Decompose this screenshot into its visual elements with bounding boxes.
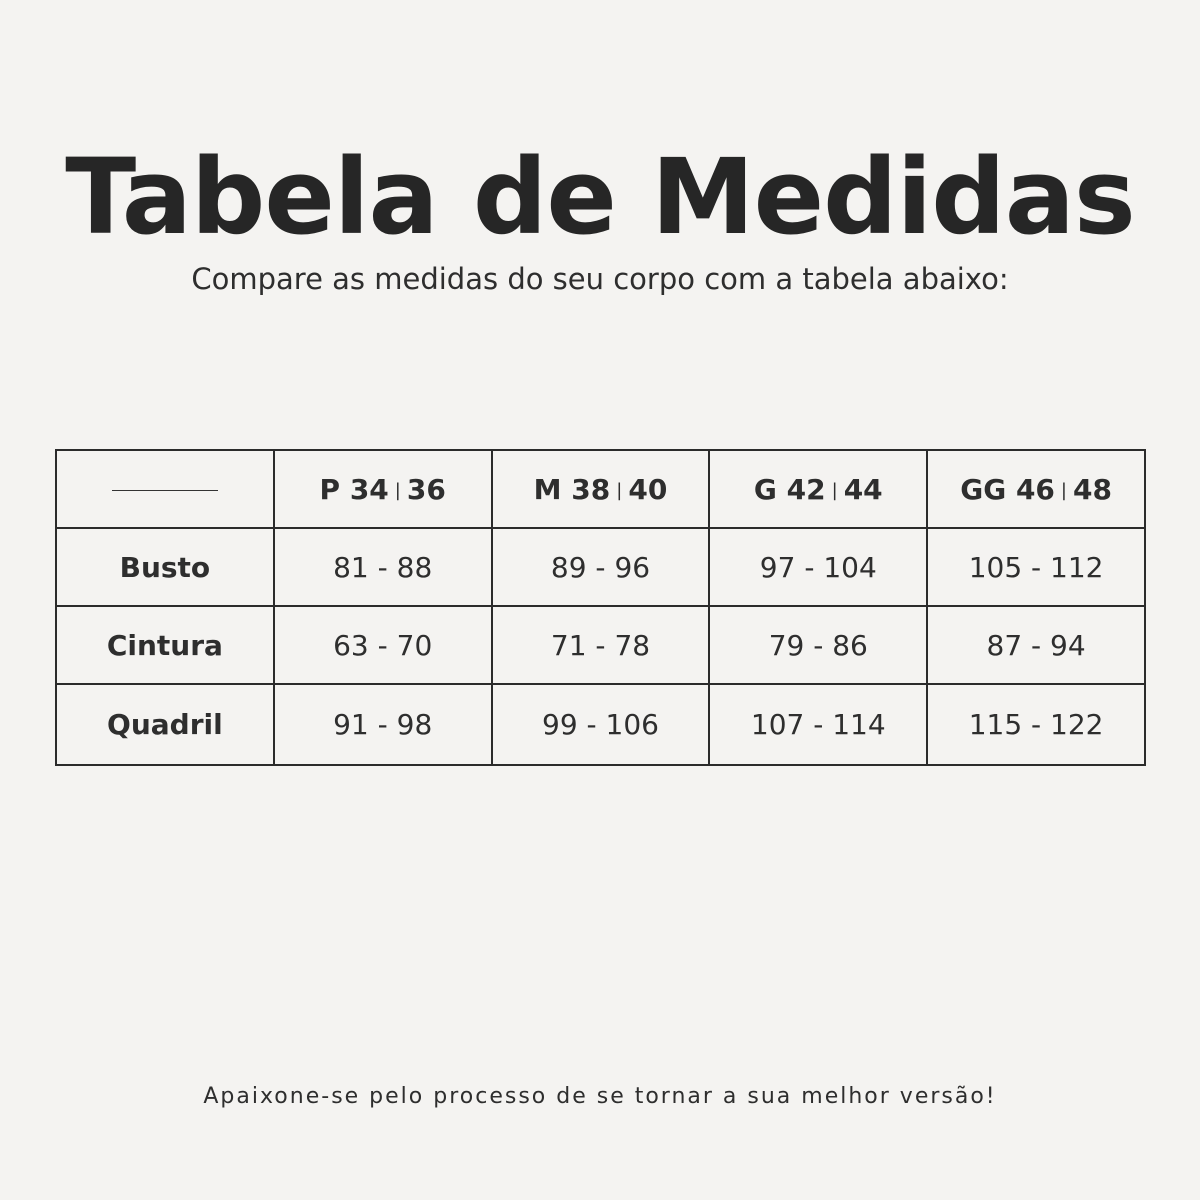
footer-tagline: Apaixone-se pelo processo de se tornar a… — [203, 1084, 997, 1109]
table-cell: 89 - 96 — [490, 527, 711, 607]
page-subtitle: Compare as medidas do seu corpo com a ta… — [191, 262, 1009, 296]
header-cell: G 42 | 44 — [708, 449, 929, 529]
table-cell: 87 - 94 — [926, 605, 1146, 685]
table-cell: 115 - 122 — [926, 683, 1146, 766]
page-title: Tabela de Medidas — [65, 136, 1136, 258]
header-cell: GG 46 | 48 — [926, 449, 1146, 529]
table-header-row: P 34 | 36 M 38 | 40 G 42 | 44 GG 46 | 48 — [55, 449, 1146, 529]
row-label: Busto — [55, 527, 275, 607]
table-cell: 97 - 104 — [708, 527, 929, 607]
table-row: Busto 81 - 88 89 - 96 97 - 104 105 - 112 — [55, 527, 1146, 607]
row-label: Quadril — [55, 683, 275, 766]
table-cell: 99 - 106 — [490, 683, 711, 766]
header-cell: P 34 | 36 — [272, 449, 493, 529]
corner-cell — [55, 449, 275, 529]
row-label: Cintura — [55, 605, 275, 685]
table-cell: 71 - 78 — [490, 605, 711, 685]
table-cell: 107 - 114 — [708, 683, 929, 766]
table-cell: 91 - 98 — [272, 683, 493, 766]
table-cell: 105 - 112 — [926, 527, 1146, 607]
dash-line — [111, 490, 218, 491]
header-cell: M 38 | 40 — [490, 449, 711, 529]
table-cell: 79 - 86 — [708, 605, 929, 685]
table-row: Quadril 91 - 98 99 - 106 107 - 114 115 -… — [55, 683, 1146, 766]
table-cell: 63 - 70 — [272, 605, 493, 685]
table-cell: 81 - 88 — [272, 527, 493, 607]
size-table: P 34 | 36 M 38 | 40 G 42 | 44 GG 46 | 48 Busto 8… — [55, 449, 1146, 766]
table-row: Cintura 63 - 70 71 - 78 79 - 86 87 - 94 — [55, 605, 1146, 685]
